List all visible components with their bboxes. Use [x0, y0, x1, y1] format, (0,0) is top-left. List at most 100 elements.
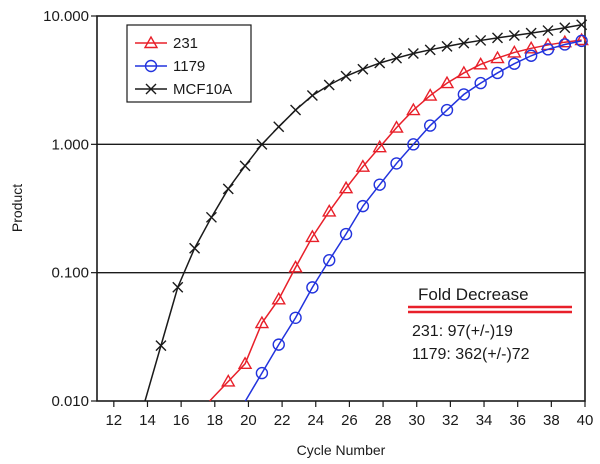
x-tick-label: 28: [375, 412, 392, 429]
data-point: [356, 199, 370, 213]
data-point: [422, 88, 438, 101]
data-point: [525, 27, 537, 39]
data-point: [355, 159, 371, 172]
x-tick-label: 16: [173, 412, 190, 429]
data-point: [373, 178, 386, 191]
data-point: [340, 70, 352, 82]
data-point: [143, 35, 159, 49]
gridlines: [97, 143, 585, 274]
data-point: [475, 34, 487, 46]
data-point: [305, 229, 320, 243]
data-point: [558, 38, 572, 51]
data-point: [372, 139, 387, 153]
data-point: [439, 75, 455, 89]
data-point: [458, 37, 470, 49]
data-point: [391, 52, 403, 64]
x-tick-label: 34: [476, 412, 493, 429]
data-point: [508, 29, 520, 41]
data-point: [507, 45, 522, 58]
data-point: [155, 340, 167, 352]
data-point: [390, 157, 403, 170]
data-point: [474, 76, 487, 90]
data-point: [205, 211, 217, 223]
data-point: [254, 315, 270, 329]
data-point: [290, 104, 302, 116]
legend-items: 231 1179 MCF10A: [135, 35, 232, 98]
series-mcf10a: [144, 19, 588, 402]
data-point: [239, 160, 251, 172]
x-tick-label: 38: [543, 412, 560, 429]
annotation-line-231: 231: 97(+/-)19: [412, 323, 513, 340]
y-axis-title: Product: [9, 184, 25, 232]
data-point: [374, 57, 386, 69]
legend-label: MCF10A: [173, 81, 232, 98]
legend-entry-231: 231: [135, 35, 198, 52]
data-point: [574, 32, 589, 46]
data-point: [172, 281, 184, 293]
data-point: [339, 227, 353, 241]
x-tick-label: 12: [105, 412, 122, 429]
annotation-title: Fold Decrease: [418, 285, 529, 304]
data-point: [272, 338, 285, 351]
y-axis-ticks: 0.010 0.100 1.000 10.000: [43, 8, 97, 410]
data-point: [222, 183, 234, 195]
fold-decrease-annotation: Fold Decrease 231: 97(+/-)19 1179: 362(+…: [408, 285, 572, 363]
x-tick-label: 22: [274, 412, 291, 429]
data-point: [406, 102, 421, 116]
data-point: [524, 49, 538, 62]
data-point: [473, 56, 488, 70]
data-point: [322, 204, 337, 217]
x-tick-label: 26: [341, 412, 358, 429]
data-point: [144, 59, 158, 73]
data-point: [491, 66, 504, 80]
legend-label: 1179: [173, 58, 205, 75]
series-line: [244, 40, 582, 402]
data-point: [306, 281, 319, 294]
data-point: [306, 90, 318, 102]
data-point: [221, 374, 236, 387]
data-point: [423, 119, 437, 132]
x-tick-label: 20: [240, 412, 257, 429]
series-231: [209, 32, 589, 402]
data-point: [357, 63, 369, 75]
y-tick-label: 1.000: [51, 136, 89, 153]
x-tick-label: 14: [139, 412, 156, 429]
legend-label: 231: [173, 35, 198, 52]
y-tick-label: 0.100: [51, 265, 89, 282]
legend-entry-1179: 1179: [135, 58, 205, 75]
data-point: [492, 32, 503, 44]
data-point: [523, 40, 539, 54]
x-tick-label: 30: [408, 412, 425, 429]
x-axis-title: Cycle Number: [297, 442, 386, 458]
data-point: [424, 44, 436, 56]
x-tick-label: 40: [577, 412, 594, 429]
series-layer: [144, 19, 589, 402]
data-point: [456, 65, 472, 79]
data-point: [457, 88, 471, 101]
data-point: [542, 25, 554, 37]
data-point: [557, 34, 573, 48]
series-1179: [244, 34, 588, 402]
x-axis-ticks: 12 14 16 18 20 22 24 26 28 30 32 34 36 38 40: [105, 401, 593, 429]
data-point: [440, 103, 454, 117]
data-point: [338, 180, 354, 194]
data-point: [407, 48, 419, 60]
data-point: [541, 43, 555, 56]
x-tick-label: 18: [206, 412, 223, 429]
data-point: [271, 291, 286, 305]
data-point: [255, 366, 269, 380]
data-point: [576, 19, 588, 31]
data-point: [508, 57, 521, 70]
data-point: [559, 22, 571, 34]
data-point: [407, 138, 420, 151]
data-point: [323, 254, 336, 267]
y-tick-label: 10.000: [43, 8, 89, 25]
data-point: [441, 40, 453, 52]
data-point: [145, 83, 157, 95]
data-point: [575, 34, 588, 48]
x-tick-label: 24: [307, 412, 324, 429]
data-point: [288, 259, 303, 273]
x-tick-label: 36: [509, 412, 526, 429]
data-point: [237, 356, 253, 369]
